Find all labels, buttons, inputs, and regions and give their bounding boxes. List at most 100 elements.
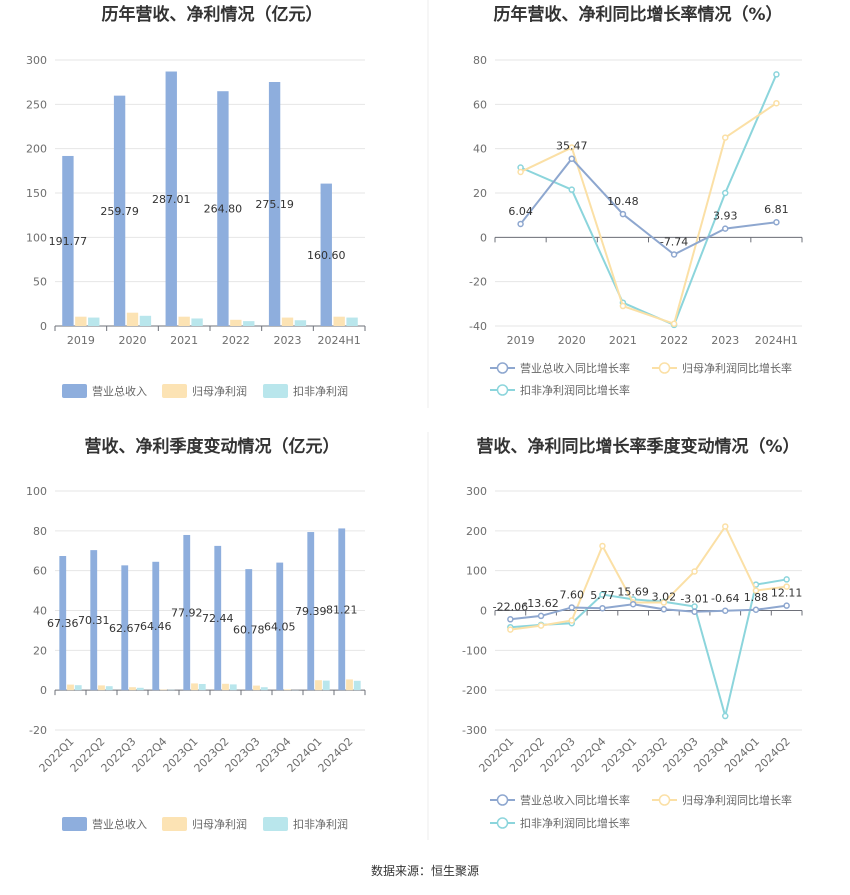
bar-归母净利润 <box>191 683 198 690</box>
legend-swatch <box>62 817 87 831</box>
series-point-营业总收入同比增长率 <box>600 606 605 611</box>
line-data-label: -7.74 <box>660 235 688 248</box>
series-point-营业总收入同比增长率 <box>692 609 697 614</box>
y-tick-label: 40 <box>473 143 487 156</box>
legend-label: 扣非净利润 <box>293 384 348 398</box>
y-tick-label: 100 <box>26 485 47 498</box>
bar-扣非净利润 <box>75 685 82 690</box>
series-point-归母净利润同比增长率 <box>569 618 574 623</box>
bar-归母净利润 <box>178 317 189 326</box>
series-point-营业总收入同比增长率 <box>723 608 728 613</box>
legend-swatch-marker <box>498 385 508 395</box>
series-point-归母净利润同比增长率 <box>723 135 728 140</box>
legend-label: 归母净利润同比增长率 <box>682 361 792 375</box>
y-tick-label: 200 <box>26 143 47 156</box>
bar-data-label: 191.77 <box>49 235 88 248</box>
legend-swatch <box>162 817 187 831</box>
bar-归母净利润 <box>284 689 291 690</box>
y-tick-label: 100 <box>466 565 487 578</box>
legend-label: 营业总收入 <box>92 817 147 831</box>
series-point-营业总收入同比增长率 <box>723 226 728 231</box>
bar-扣非净利润 <box>140 316 151 326</box>
bar-data-label: 81.21 <box>326 603 358 616</box>
bar-扣非净利润 <box>137 688 144 690</box>
bar-扣非净利润 <box>230 684 237 690</box>
y-tick-label: -40 <box>469 320 487 333</box>
bar-归母净利润 <box>282 318 293 326</box>
bar-data-label: 287.01 <box>152 193 191 206</box>
legend-swatch <box>162 384 187 398</box>
line-data-label: 1.88 <box>744 591 769 604</box>
line-data-label: 5.77 <box>590 589 615 602</box>
y-tick-label: 300 <box>466 485 487 498</box>
bar-扣非净利润 <box>88 318 99 326</box>
x-tick-label: 2024H1 <box>318 334 361 347</box>
series-point-扣非净利润同比增长率 <box>784 577 789 582</box>
y-tick-label: -20 <box>469 276 487 289</box>
legend-swatch <box>62 384 87 398</box>
line-data-label: 12.11 <box>771 587 803 600</box>
bar-data-label: 62.67 <box>109 622 141 635</box>
bar-归母净利润 <box>333 317 344 326</box>
y-tick-label: 20 <box>473 187 487 200</box>
series-point-营业总收入同比增长率 <box>569 156 574 161</box>
series-point-扣非净利润同比增长率 <box>723 191 728 196</box>
y-tick-label: 60 <box>33 565 47 578</box>
series-point-营业总收入同比增长率 <box>631 602 636 607</box>
series-line-扣非净利润同比增长率 <box>521 74 777 324</box>
quarterly-revenue-profit-chart: 营收、净利季度变动情况（亿元）-200204060801002022Q12022… <box>26 436 365 831</box>
x-tick-label: 2023 <box>711 334 739 347</box>
bar-归母净利润 <box>160 690 167 691</box>
series-point-营业总收入同比增长率 <box>672 252 677 257</box>
bar-data-label: 79.39 <box>295 605 327 618</box>
legend-swatch-marker <box>498 363 508 373</box>
series-point-归母净利润同比增长率 <box>672 321 677 326</box>
x-tick-label: 2024Q2 <box>316 735 356 775</box>
y-tick-label: 80 <box>33 525 47 538</box>
series-point-营业总收入同比增长率 <box>539 613 544 618</box>
legend-swatch-marker <box>498 795 508 805</box>
series-point-营业总收入同比增长率 <box>661 607 666 612</box>
y-tick-label: 300 <box>26 54 47 67</box>
line-data-label: 10.48 <box>607 195 639 208</box>
quarterly-growth-rate-chart: 营收、净利同比增长率季度变动情况（%）-300-200-100010020030… <box>462 436 802 830</box>
bar-归母净利润 <box>67 685 74 691</box>
y-tick-label: 200 <box>466 525 487 538</box>
x-tick-label: 2019 <box>507 334 535 347</box>
legend-swatch-marker <box>660 795 670 805</box>
y-tick-label: 20 <box>33 644 47 657</box>
line-data-label: 15.69 <box>617 585 649 598</box>
legend-label: 扣非净利润同比增长率 <box>520 816 630 830</box>
bar-归母净利润 <box>98 685 105 690</box>
y-tick-label: 250 <box>26 98 47 111</box>
bar-data-label: 70.31 <box>78 614 110 627</box>
line-data-label: 6.04 <box>508 205 533 218</box>
bar-扣非净利润 <box>295 320 306 326</box>
series-point-归母净利润同比增长率 <box>692 569 697 574</box>
y-tick-label: -200 <box>462 684 487 697</box>
bar-data-label: 275.19 <box>255 198 294 211</box>
series-line-归母净利润同比增长率 <box>521 103 777 324</box>
series-point-扣非净利润同比增长率 <box>723 714 728 719</box>
bar-扣非净利润 <box>191 318 202 326</box>
series-point-扣非净利润同比增长率 <box>774 72 779 77</box>
bar-归母净利润 <box>230 320 241 326</box>
bar-扣非净利润 <box>354 681 361 690</box>
legend-label: 营业总收入 <box>92 384 147 398</box>
chart-title: 历年营收、净利同比增长率情况（%） <box>493 4 782 25</box>
bar-data-label: 264.80 <box>204 203 243 216</box>
y-tick-label: 0 <box>480 605 487 618</box>
y-tick-label: -20 <box>29 724 47 737</box>
line-data-label: 3.93 <box>713 210 738 223</box>
x-tick-label: 2024H1 <box>755 334 798 347</box>
y-tick-label: 100 <box>26 231 47 244</box>
legend-label: 归母净利润同比增长率 <box>682 793 792 807</box>
y-tick-label: 0 <box>40 684 47 697</box>
legend-label: 归母净利润 <box>192 384 247 398</box>
series-point-营业总收入同比增长率 <box>508 617 513 622</box>
y-tick-label: 40 <box>33 605 47 618</box>
legend-label: 扣非净利润同比增长率 <box>520 383 630 397</box>
series-point-营业总收入同比增长率 <box>753 607 758 612</box>
